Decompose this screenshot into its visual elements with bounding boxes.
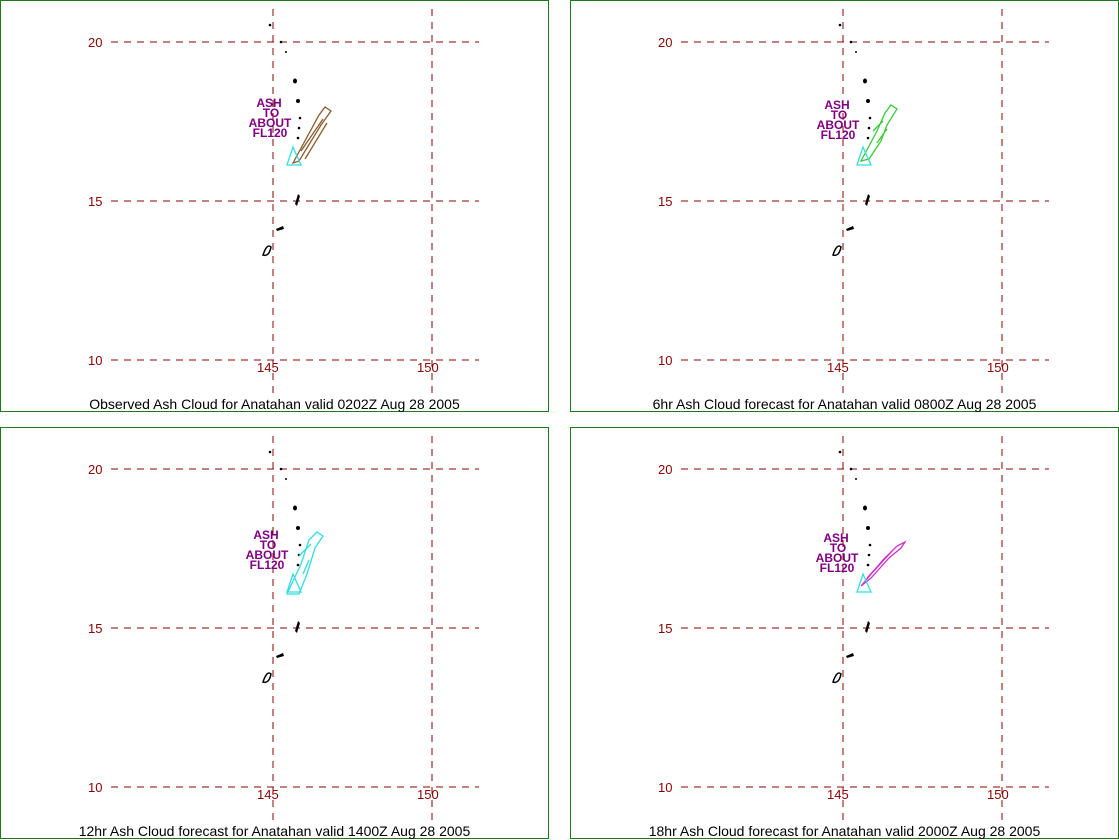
svg-text:ABOUT: ABOUT — [249, 116, 292, 130]
map-canvas: 20 15 10 145 150 ASH TO ABOUT FL120 — [88, 436, 479, 820]
ash-cloud-polygon — [860, 540, 907, 587]
ash-cloud-polygon — [859, 104, 898, 162]
svg-text:TO: TO — [830, 541, 846, 555]
ash-label: ASH TO ABOUT FL120 — [249, 96, 292, 140]
map-panel-18hr: 20 15 10 145 150 ASH TO ABOUT FL120 — [570, 427, 1119, 839]
lat-label-10: 10 — [658, 353, 672, 368]
lat-label-10: 10 — [88, 780, 102, 795]
svg-text:FL120: FL120 — [820, 561, 855, 575]
lon-label-145: 145 — [257, 360, 279, 375]
svg-text:ASH: ASH — [823, 531, 848, 545]
svg-text:ABOUT: ABOUT — [817, 118, 860, 132]
lat-label-15: 15 — [658, 621, 672, 636]
mariana-islands — [832, 450, 872, 684]
svg-text:FL120: FL120 — [253, 126, 288, 140]
lon-label-150: 150 — [987, 360, 1009, 375]
panel-caption: 12hr Ash Cloud forecast for Anatahan val… — [78, 823, 471, 839]
panel-caption: 6hr Ash Cloud forecast for Anatahan vali… — [652, 396, 1037, 412]
map-canvas: 20 15 10 145 150 ASH TO ABOUT FL120 — [88, 9, 479, 393]
svg-text:TO: TO — [263, 106, 279, 120]
svg-text:ASH: ASH — [256, 96, 281, 110]
lon-label-150: 150 — [417, 787, 439, 802]
ash-cloud-polygon — [285, 531, 324, 595]
mariana-islands — [832, 23, 872, 257]
ash-cloud-polygon — [291, 106, 332, 165]
lat-label-10: 10 — [88, 353, 102, 368]
lat-label-15: 15 — [88, 194, 102, 209]
map-canvas: 20 15 10 145 150 ASH TO ABOUT FL120 — [658, 9, 1049, 393]
lon-label-150: 150 — [417, 360, 439, 375]
svg-text:ASH: ASH — [253, 528, 278, 542]
ash-label: ASH TO ABOUT FL120 — [817, 98, 860, 142]
source-polygon — [286, 572, 303, 593]
lat-label-20: 20 — [658, 462, 672, 477]
svg-text:FL120: FL120 — [250, 558, 285, 572]
svg-text:ABOUT: ABOUT — [246, 548, 289, 562]
lat-label-15: 15 — [658, 194, 672, 209]
lat-label-20: 20 — [88, 462, 102, 477]
map-panel-6hr: 20 15 10 145 150 ASH TO ABOUT FL120 — [570, 0, 1119, 412]
mariana-islands — [262, 23, 302, 257]
source-polygon — [286, 145, 303, 166]
ash-label: ASH TO ABOUT FL120 — [246, 528, 289, 572]
lat-label-15: 15 — [88, 621, 102, 636]
map-canvas: 20 15 10 145 150 ASH TO ABOUT FL120 — [658, 436, 1049, 820]
map-panel-observed: 20 15 10 145 150 ASH TO ABOUT FL120 — [0, 0, 549, 412]
map-panel-12hr: 20 15 10 145 150 ASH TO ABOUT FL120 — [0, 427, 549, 839]
svg-text:TO: TO — [831, 108, 847, 122]
lon-label-150: 150 — [987, 787, 1009, 802]
lat-label-20: 20 — [88, 35, 102, 50]
lat-label-20: 20 — [658, 35, 672, 50]
lon-label-145: 145 — [827, 787, 849, 802]
lat-label-10: 10 — [658, 780, 672, 795]
svg-text:ABOUT: ABOUT — [816, 551, 859, 565]
source-polygon — [856, 145, 873, 166]
lon-label-145: 145 — [257, 787, 279, 802]
lon-label-145: 145 — [827, 360, 849, 375]
source-polygon — [856, 572, 873, 593]
panel-caption: Observed Ash Cloud for Anatahan valid 02… — [89, 396, 460, 412]
svg-text:TO: TO — [260, 538, 276, 552]
svg-text:FL120: FL120 — [821, 128, 856, 142]
panel-caption: 18hr Ash Cloud forecast for Anatahan val… — [648, 823, 1041, 839]
mariana-islands — [262, 450, 302, 684]
svg-text:ASH: ASH — [824, 98, 849, 112]
ash-label: ASH TO ABOUT FL120 — [816, 531, 859, 575]
